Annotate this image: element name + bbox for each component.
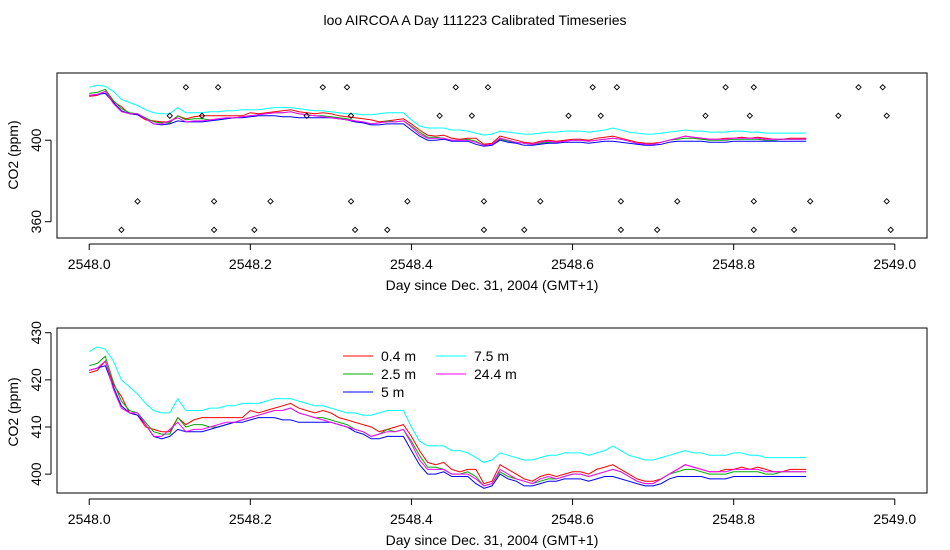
top-diamond-marker (351, 226, 359, 234)
top-diamond-marker (790, 226, 798, 234)
bottom-x-tick-label: 2549.0 (873, 511, 916, 527)
top-diamond-marker (589, 84, 596, 91)
bottom-x-axis-title: Day since Dec. 31, 2004 (GMT+1) (386, 532, 599, 548)
top-diamond-marker (806, 198, 814, 205)
top-diamond-marker (198, 112, 206, 120)
legend-label-0-4m: 0.4 m (381, 348, 416, 364)
top-diamond-marker (746, 112, 754, 120)
top-series-line-7-5-mm (89, 84, 807, 136)
top-series-line-0-4-mm (89, 90, 807, 145)
top-diamond-marker (835, 112, 842, 120)
bottom-series-line-5-mm (89, 365, 807, 489)
top-diamond-marker (436, 112, 443, 120)
top-x-axis-title: Day since Dec. 31, 2004 (GMT+1) (386, 277, 599, 293)
top-y-axis-title: CO2 (ppm) (5, 120, 21, 189)
top-diamond-marker (750, 198, 758, 205)
top-diamond-marker (303, 112, 310, 120)
bottom-x-tick-label: 2548.4 (390, 511, 433, 527)
top-diamond-marker (214, 84, 222, 91)
top-diamond-marker (674, 198, 681, 205)
top-diamond-marker (480, 198, 488, 205)
top-diamond-marker (319, 84, 327, 91)
bottom-x-tick-label: 2548.0 (68, 511, 111, 527)
top-x-tick-label: 2548.6 (551, 256, 594, 272)
top-diamond-marker (613, 84, 621, 91)
top-diamond-marker (210, 226, 218, 234)
legend-label-24-4m: 24.4 m (474, 366, 517, 382)
top-diamond-marker (855, 84, 862, 91)
top-y-tick-label: 400 (28, 128, 44, 152)
top-x-tick-label: 2549.0 (873, 256, 916, 272)
bottom-y-tick-label: 420 (28, 368, 44, 392)
top-marker-group (118, 84, 894, 234)
top-diamond-marker (887, 226, 894, 234)
bottom-series-line-7-5-mm (88, 346, 807, 463)
top-diamond-marker (118, 226, 125, 234)
top-y-axis: 360 400 (28, 128, 52, 234)
top-diamond-marker (520, 226, 528, 234)
bottom-series-line-0-4-mm (89, 360, 807, 485)
bottom-x-tick-label: 2548.8 (712, 511, 755, 527)
top-diamond-marker (166, 112, 174, 120)
top-series-line-24-4-mm (89, 90, 807, 146)
top-series-line-5-mm (89, 92, 807, 147)
top-diamond-marker (267, 198, 274, 205)
top-diamond-marker (484, 84, 492, 91)
bottom-y-tick-label: 410 (28, 415, 44, 439)
top-diamond-marker (879, 84, 886, 91)
top-diamond-marker (347, 112, 355, 120)
top-diamond-marker (617, 226, 625, 234)
top-diamond-marker (537, 198, 544, 205)
legend-label-2-5m: 2.5 m (381, 366, 416, 382)
bottom-x-axis: 2548.0 2548.2 2548.4 2548.6 2548.8 2549.0 (68, 498, 916, 527)
top-diamond-marker (883, 198, 890, 205)
bottom-panel: 2548.0 2548.2 2548.4 2548.6 2548.8 2549.0 400… (5, 321, 928, 548)
top-x-tick-label: 2548.8 (712, 256, 755, 272)
legend-label-7-5m: 7.5 m (474, 348, 509, 364)
top-diamond-marker (134, 198, 141, 205)
top-diamond-marker (404, 198, 411, 205)
top-plot-frame (56, 72, 928, 239)
bottom-y-axis: 400 410 420 430 (28, 321, 52, 486)
top-diamond-marker (251, 226, 258, 234)
top-series-group (89, 84, 807, 147)
top-x-axis: 2548.0 2548.2 2548.4 2548.6 2548.8 2549.0 (68, 243, 916, 272)
top-x-tick-label: 2548.2 (229, 256, 272, 272)
top-diamond-marker (597, 112, 604, 120)
bottom-y-tick-label: 400 (28, 462, 44, 486)
top-diamond-marker (452, 84, 459, 91)
top-diamond-marker (384, 226, 391, 234)
top-diamond-marker (210, 198, 218, 205)
top-diamond-marker (750, 84, 758, 91)
top-diamond-marker (617, 198, 625, 205)
top-diamond-marker (750, 226, 758, 234)
top-diamond-marker (343, 84, 351, 91)
chart-title: loo AIRCOA A Day 111223 Calibrated Times… (324, 12, 627, 28)
bottom-plot-frame (56, 327, 928, 494)
top-y-tick-label: 360 (28, 210, 44, 234)
top-x-tick-label: 2548.0 (68, 256, 111, 272)
bottom-series-line-24-4-mm (89, 360, 807, 487)
bottom-y-axis-title: CO2 (ppm) (5, 377, 21, 446)
top-diamond-marker (347, 198, 355, 205)
top-panel: 2548.0 2548.2 2548.4 2548.6 2548.8 2549.0 360… (5, 72, 928, 293)
top-x-tick-label: 2548.4 (390, 256, 433, 272)
legend-label-5m: 5 m (381, 384, 404, 400)
top-diamond-marker (702, 112, 709, 120)
top-diamond-marker (722, 84, 729, 91)
top-diamond-marker (468, 112, 476, 120)
top-diamond-marker (480, 226, 488, 234)
top-diamond-marker (182, 84, 190, 91)
legend: 0.4 m 2.5 m 5 m 7.5 m 24.4 m (343, 348, 517, 400)
bottom-y-tick-label: 430 (28, 321, 44, 345)
bottom-x-tick-label: 2548.2 (229, 511, 272, 527)
top-diamond-marker (565, 112, 572, 120)
top-diamond-marker (653, 226, 661, 234)
bottom-x-tick-label: 2548.6 (551, 511, 594, 527)
bottom-series-group (88, 346, 807, 489)
top-diamond-marker (883, 112, 890, 120)
